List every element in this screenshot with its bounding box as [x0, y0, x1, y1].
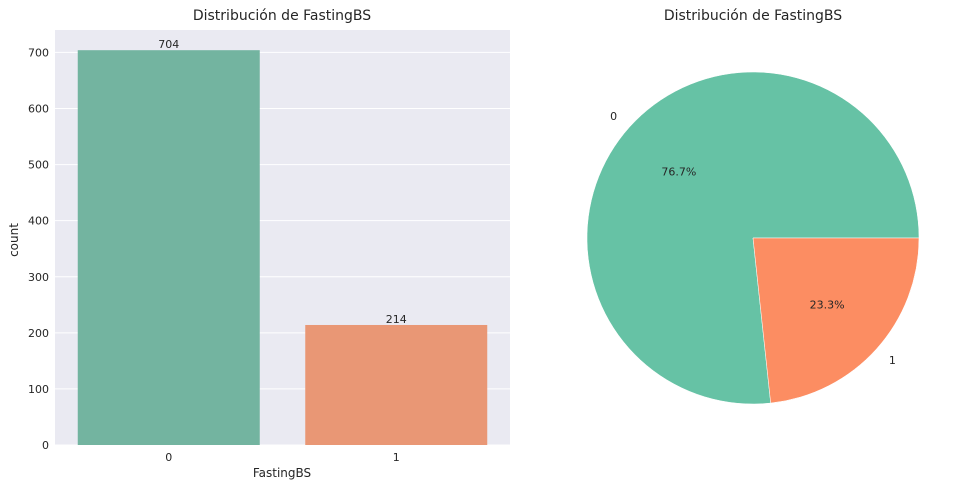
- bar-x-axis-label: FastingBS: [253, 466, 311, 480]
- bar-y-tick-label: 200: [28, 327, 49, 340]
- pie-slice-0: [586, 71, 920, 405]
- bar-y-tick-label: 500: [28, 159, 49, 172]
- pie-slice-1: [752, 237, 920, 404]
- bar-y-tick-label: 100: [28, 383, 49, 396]
- bar-y-tick-label: 400: [28, 215, 49, 228]
- bar-y-tick-label: 300: [28, 271, 49, 284]
- pie-slices: [586, 71, 920, 405]
- bar-y-tick-labels: 0 100 200 300 400 500 600 700: [28, 46, 49, 452]
- bar-bars: [77, 50, 488, 446]
- pie-percent-label: 76.7%: [661, 165, 696, 178]
- bar-y-tick-label: 0: [42, 439, 49, 452]
- bar-0: [77, 50, 260, 446]
- bar-x-tick-label: 1: [393, 451, 400, 464]
- pie-category-label: 1: [889, 354, 896, 367]
- pie-labels: 76.7% 0 23.3% 1: [610, 110, 896, 367]
- bar-data-labels: 704 214: [158, 38, 407, 326]
- pie-percent-label: 23.3%: [810, 299, 845, 312]
- bar-x-tick-label: 0: [165, 451, 172, 464]
- pie-chart: 76.7% 0 23.3% 1 Distribución de FastingBS: [586, 8, 920, 405]
- pie-category-label: 0: [610, 110, 617, 123]
- bar-chart-title: Distribución de FastingBS: [193, 8, 371, 24]
- bar-y-axis-label: count: [7, 223, 21, 257]
- bar-1: [305, 324, 488, 445]
- bar-data-label: 704: [158, 38, 179, 51]
- bar-data-label: 214: [386, 313, 407, 326]
- bar-y-tick-label: 700: [28, 46, 49, 59]
- pie-chart-title: Distribución de FastingBS: [664, 8, 842, 24]
- bar-y-tick-label: 600: [28, 103, 49, 116]
